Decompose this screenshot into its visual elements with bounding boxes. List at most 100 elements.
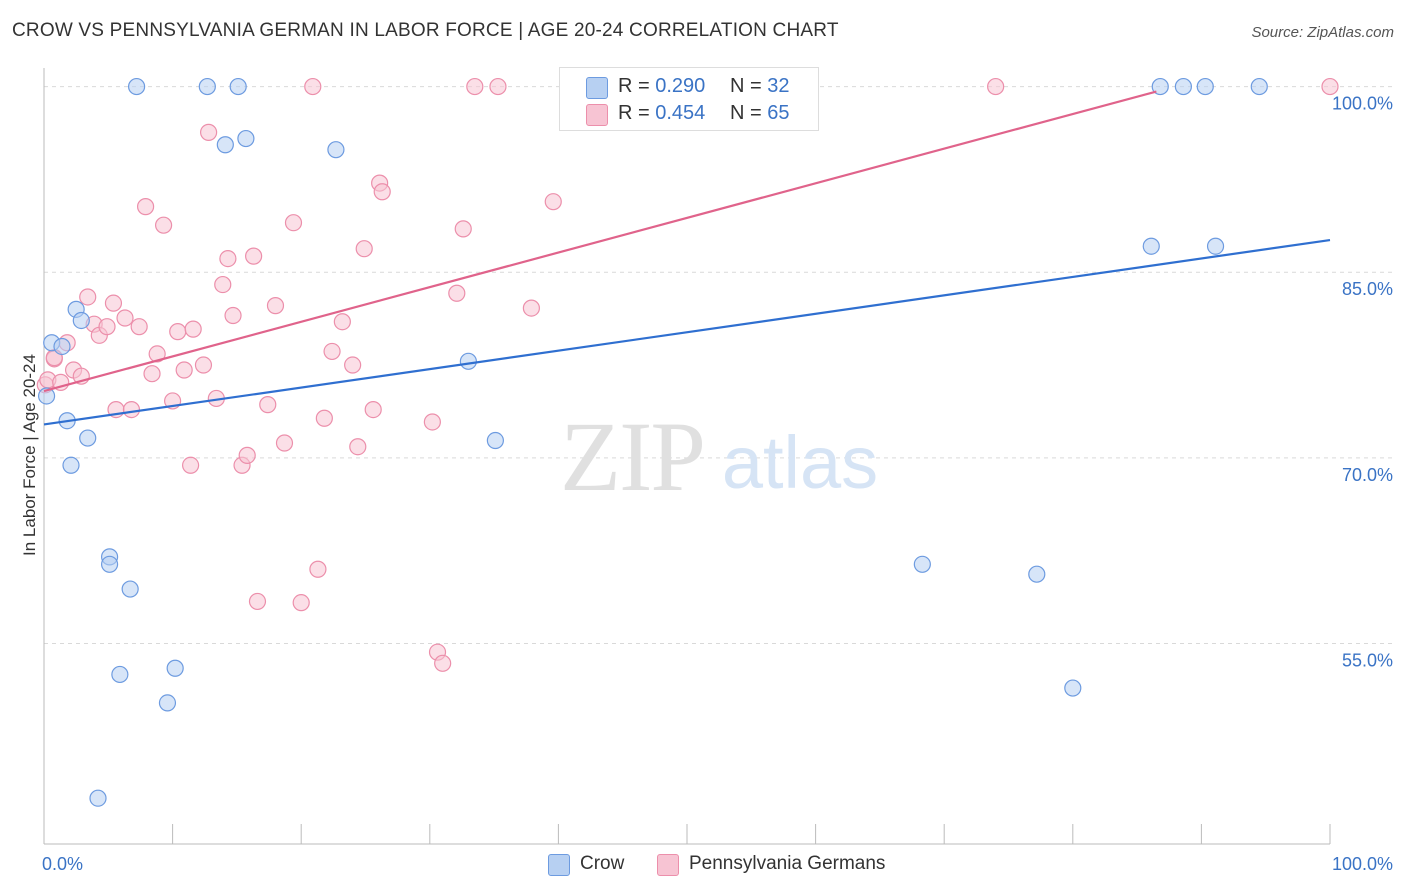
watermark-zip: ZIP <box>560 401 704 512</box>
crow-point <box>100 555 119 573</box>
y-tick-label: 70.0% <box>1342 465 1393 485</box>
penn-point <box>284 214 303 232</box>
penn-point <box>544 193 562 211</box>
penn-point <box>214 275 232 294</box>
crow-point <box>79 429 97 447</box>
tick-labels: 55.0% 70.0% 85.0% 100.0% 0.0% 100.0% <box>42 94 1393 874</box>
bottom-legend-swatch-crow <box>548 854 570 876</box>
crow-point <box>486 431 504 450</box>
legend-n-value: 65 <box>767 102 790 124</box>
crow-point <box>166 659 184 677</box>
trend-lines <box>43 90 1331 426</box>
crow-point <box>913 555 931 573</box>
penn-point <box>194 356 213 374</box>
penn-point <box>304 77 322 96</box>
crow-point <box>111 665 129 684</box>
penn-point <box>333 313 351 331</box>
legend-n-label: N = <box>730 75 768 97</box>
penn-point <box>275 434 294 452</box>
crow-point <box>127 77 146 96</box>
legend-n-label: N = <box>730 102 768 124</box>
watermark: ZIP atlas <box>560 401 878 512</box>
crow-point <box>1028 565 1046 583</box>
penn-point <box>143 365 161 383</box>
penn-point <box>292 594 310 612</box>
penn-point <box>148 345 166 363</box>
penn-point <box>448 284 466 302</box>
penn-point <box>79 288 97 306</box>
penn-point <box>987 77 1005 96</box>
x-tick-label: 100.0% <box>1332 854 1393 874</box>
crow-point <box>158 694 177 712</box>
y-tick-label: 85.0% <box>1342 279 1393 299</box>
penn-point <box>349 438 367 456</box>
penn-point <box>175 361 193 379</box>
penn-point <box>373 183 391 201</box>
penn-point <box>355 240 373 258</box>
penn-point <box>184 320 202 338</box>
crow-point <box>1142 237 1160 255</box>
crow-point <box>1250 77 1268 96</box>
penn-trend-line <box>43 90 1157 393</box>
penn-point <box>344 356 362 374</box>
penn-point <box>315 409 333 427</box>
penn-point <box>522 299 540 317</box>
y-tick-label: 55.0% <box>1342 651 1393 671</box>
data-points <box>36 77 1339 807</box>
penn-point <box>248 592 267 611</box>
penn-point <box>364 400 382 419</box>
crow-point <box>237 129 255 148</box>
bottom-legend-label-penn: Pennsylvania Germans <box>689 853 886 874</box>
crow-point <box>53 337 71 356</box>
crow-point <box>216 136 234 154</box>
legend-swatch-penn <box>586 104 608 126</box>
watermark-atlas: atlas <box>722 421 878 504</box>
penn-point <box>309 560 327 578</box>
crow-point <box>1196 77 1214 96</box>
penn-point <box>130 318 148 336</box>
legend-swatch-crow <box>586 77 608 99</box>
penn-point <box>154 216 173 234</box>
axes <box>43 68 1331 845</box>
penn-point <box>136 198 155 216</box>
bottom-legend: Crow Pennsylvania Germans <box>0 852 1406 878</box>
legend-r-label: R = <box>618 102 656 124</box>
bottom-legend-label-crow: Crow <box>580 853 625 874</box>
grid-lines <box>44 86 1395 645</box>
crow-point <box>229 77 247 96</box>
penn-point <box>454 220 472 238</box>
penn-point <box>423 413 441 431</box>
penn-point <box>98 318 116 336</box>
penn-point <box>259 396 277 414</box>
penn-point <box>245 247 263 265</box>
crow-point <box>327 141 345 159</box>
crow-point <box>72 311 90 330</box>
penn-point <box>116 309 134 327</box>
legend-row-penn: R = 0.454 N = 65 <box>560 100 818 128</box>
penn-point <box>238 446 256 464</box>
legend-r-value: 0.454 <box>655 102 706 124</box>
crow-point <box>459 352 477 370</box>
penn-point <box>323 342 341 361</box>
penn-point <box>182 456 200 474</box>
legend-row-crow: R = 0.290 N = 32 <box>560 73 818 101</box>
legend-r-value: 0.290 <box>655 75 706 97</box>
crow-point <box>1206 237 1225 255</box>
y-tick-label: 100.0% <box>1332 94 1393 114</box>
crow-point <box>89 789 107 807</box>
penn-point <box>266 297 285 315</box>
crow-point <box>62 456 80 474</box>
crow-point <box>121 580 139 598</box>
legend: R = 0.290 N = 32 R = 0.454 N = 65 <box>559 67 819 131</box>
crow-trend-line <box>43 238 1331 426</box>
source-label: Source: ZipAtlas.com <box>1251 24 1394 41</box>
legend-n-value: 32 <box>767 75 790 97</box>
crow-point <box>1174 77 1192 96</box>
crow-point <box>37 387 56 405</box>
crow-point <box>1064 679 1082 697</box>
penn-point <box>169 323 187 341</box>
x-tick-label: 0.0% <box>42 854 83 874</box>
penn-point <box>224 306 242 325</box>
penn-point <box>489 77 507 96</box>
